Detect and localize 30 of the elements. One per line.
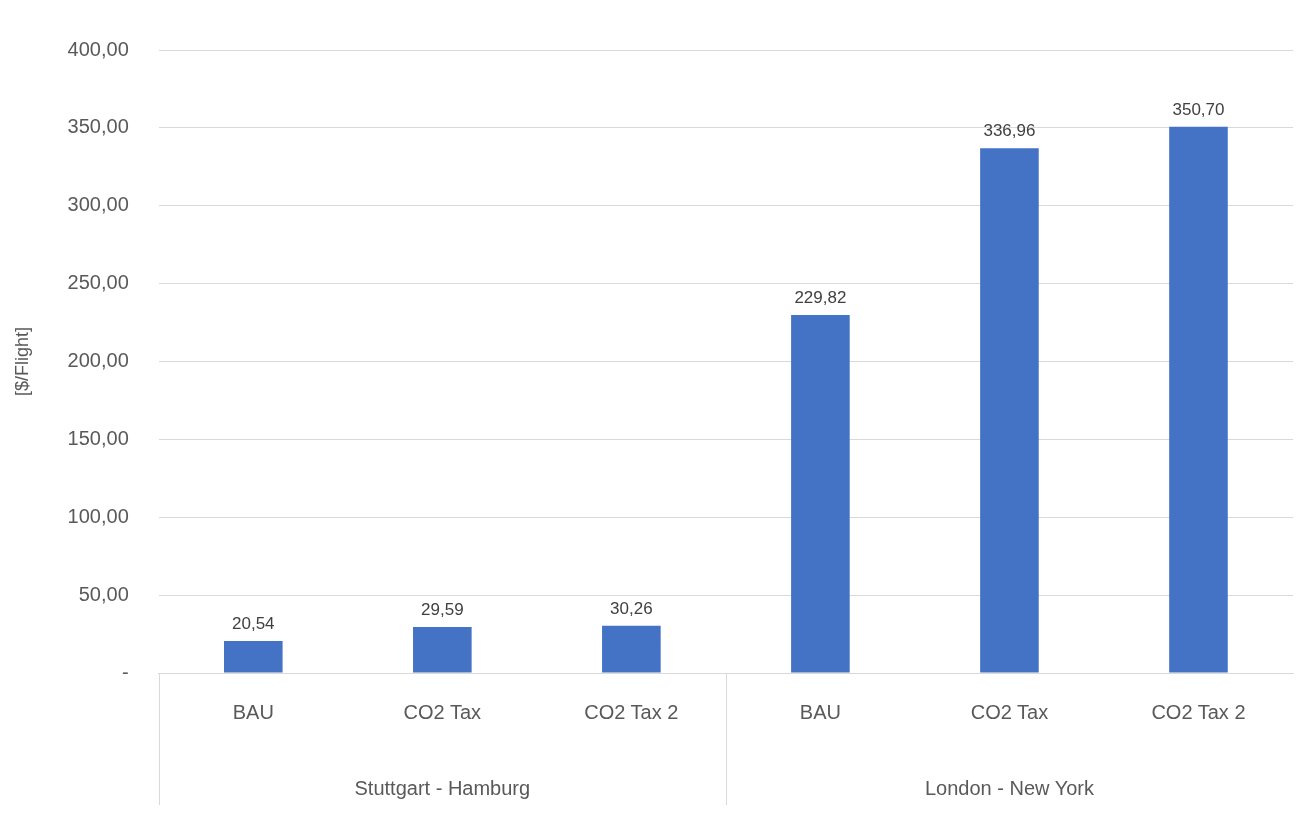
data-label: 20,54: [232, 614, 275, 634]
x-tick-label: BAU: [232, 700, 274, 723]
x-tick-label: BAU: [799, 700, 841, 723]
y-tick-label: 200,00: [67, 349, 129, 372]
y-tick-label: 50,00: [78, 582, 129, 605]
data-label: 30,26: [610, 599, 653, 619]
text: London - New York: [924, 776, 1095, 799]
x-tick-label: CO2 Tax 2: [584, 700, 679, 723]
x-tick-label: CO2 Tax 2: [1151, 700, 1246, 723]
data-label: 229,82: [794, 288, 847, 308]
data-label: 29,59: [421, 600, 464, 620]
bar: [413, 626, 472, 673]
y-tick-label: 350,00: [67, 115, 129, 138]
x-tick-label: CO2 Tax: [403, 700, 482, 723]
y-tick-label: 100,00: [67, 504, 129, 527]
y-axis-title: [$/Flight]: [11, 326, 32, 397]
bar: [980, 148, 1039, 673]
y-tick-label: 250,00: [67, 271, 129, 294]
x-tick-label: CO2 Tax: [970, 700, 1049, 723]
y-tick-label: -: [122, 660, 129, 683]
text: Stuttgart - Hamburg: [354, 776, 531, 799]
y-tick-label: 400,00: [67, 37, 129, 60]
y-tick-label: 150,00: [67, 426, 129, 449]
bar: [223, 641, 283, 673]
bar: [1169, 126, 1228, 673]
bar: [791, 315, 850, 673]
data-label: 336,96: [983, 121, 1036, 141]
bar: [602, 625, 661, 673]
data-label: 350,70: [1172, 99, 1225, 119]
y-tick-label: 300,00: [67, 193, 129, 216]
